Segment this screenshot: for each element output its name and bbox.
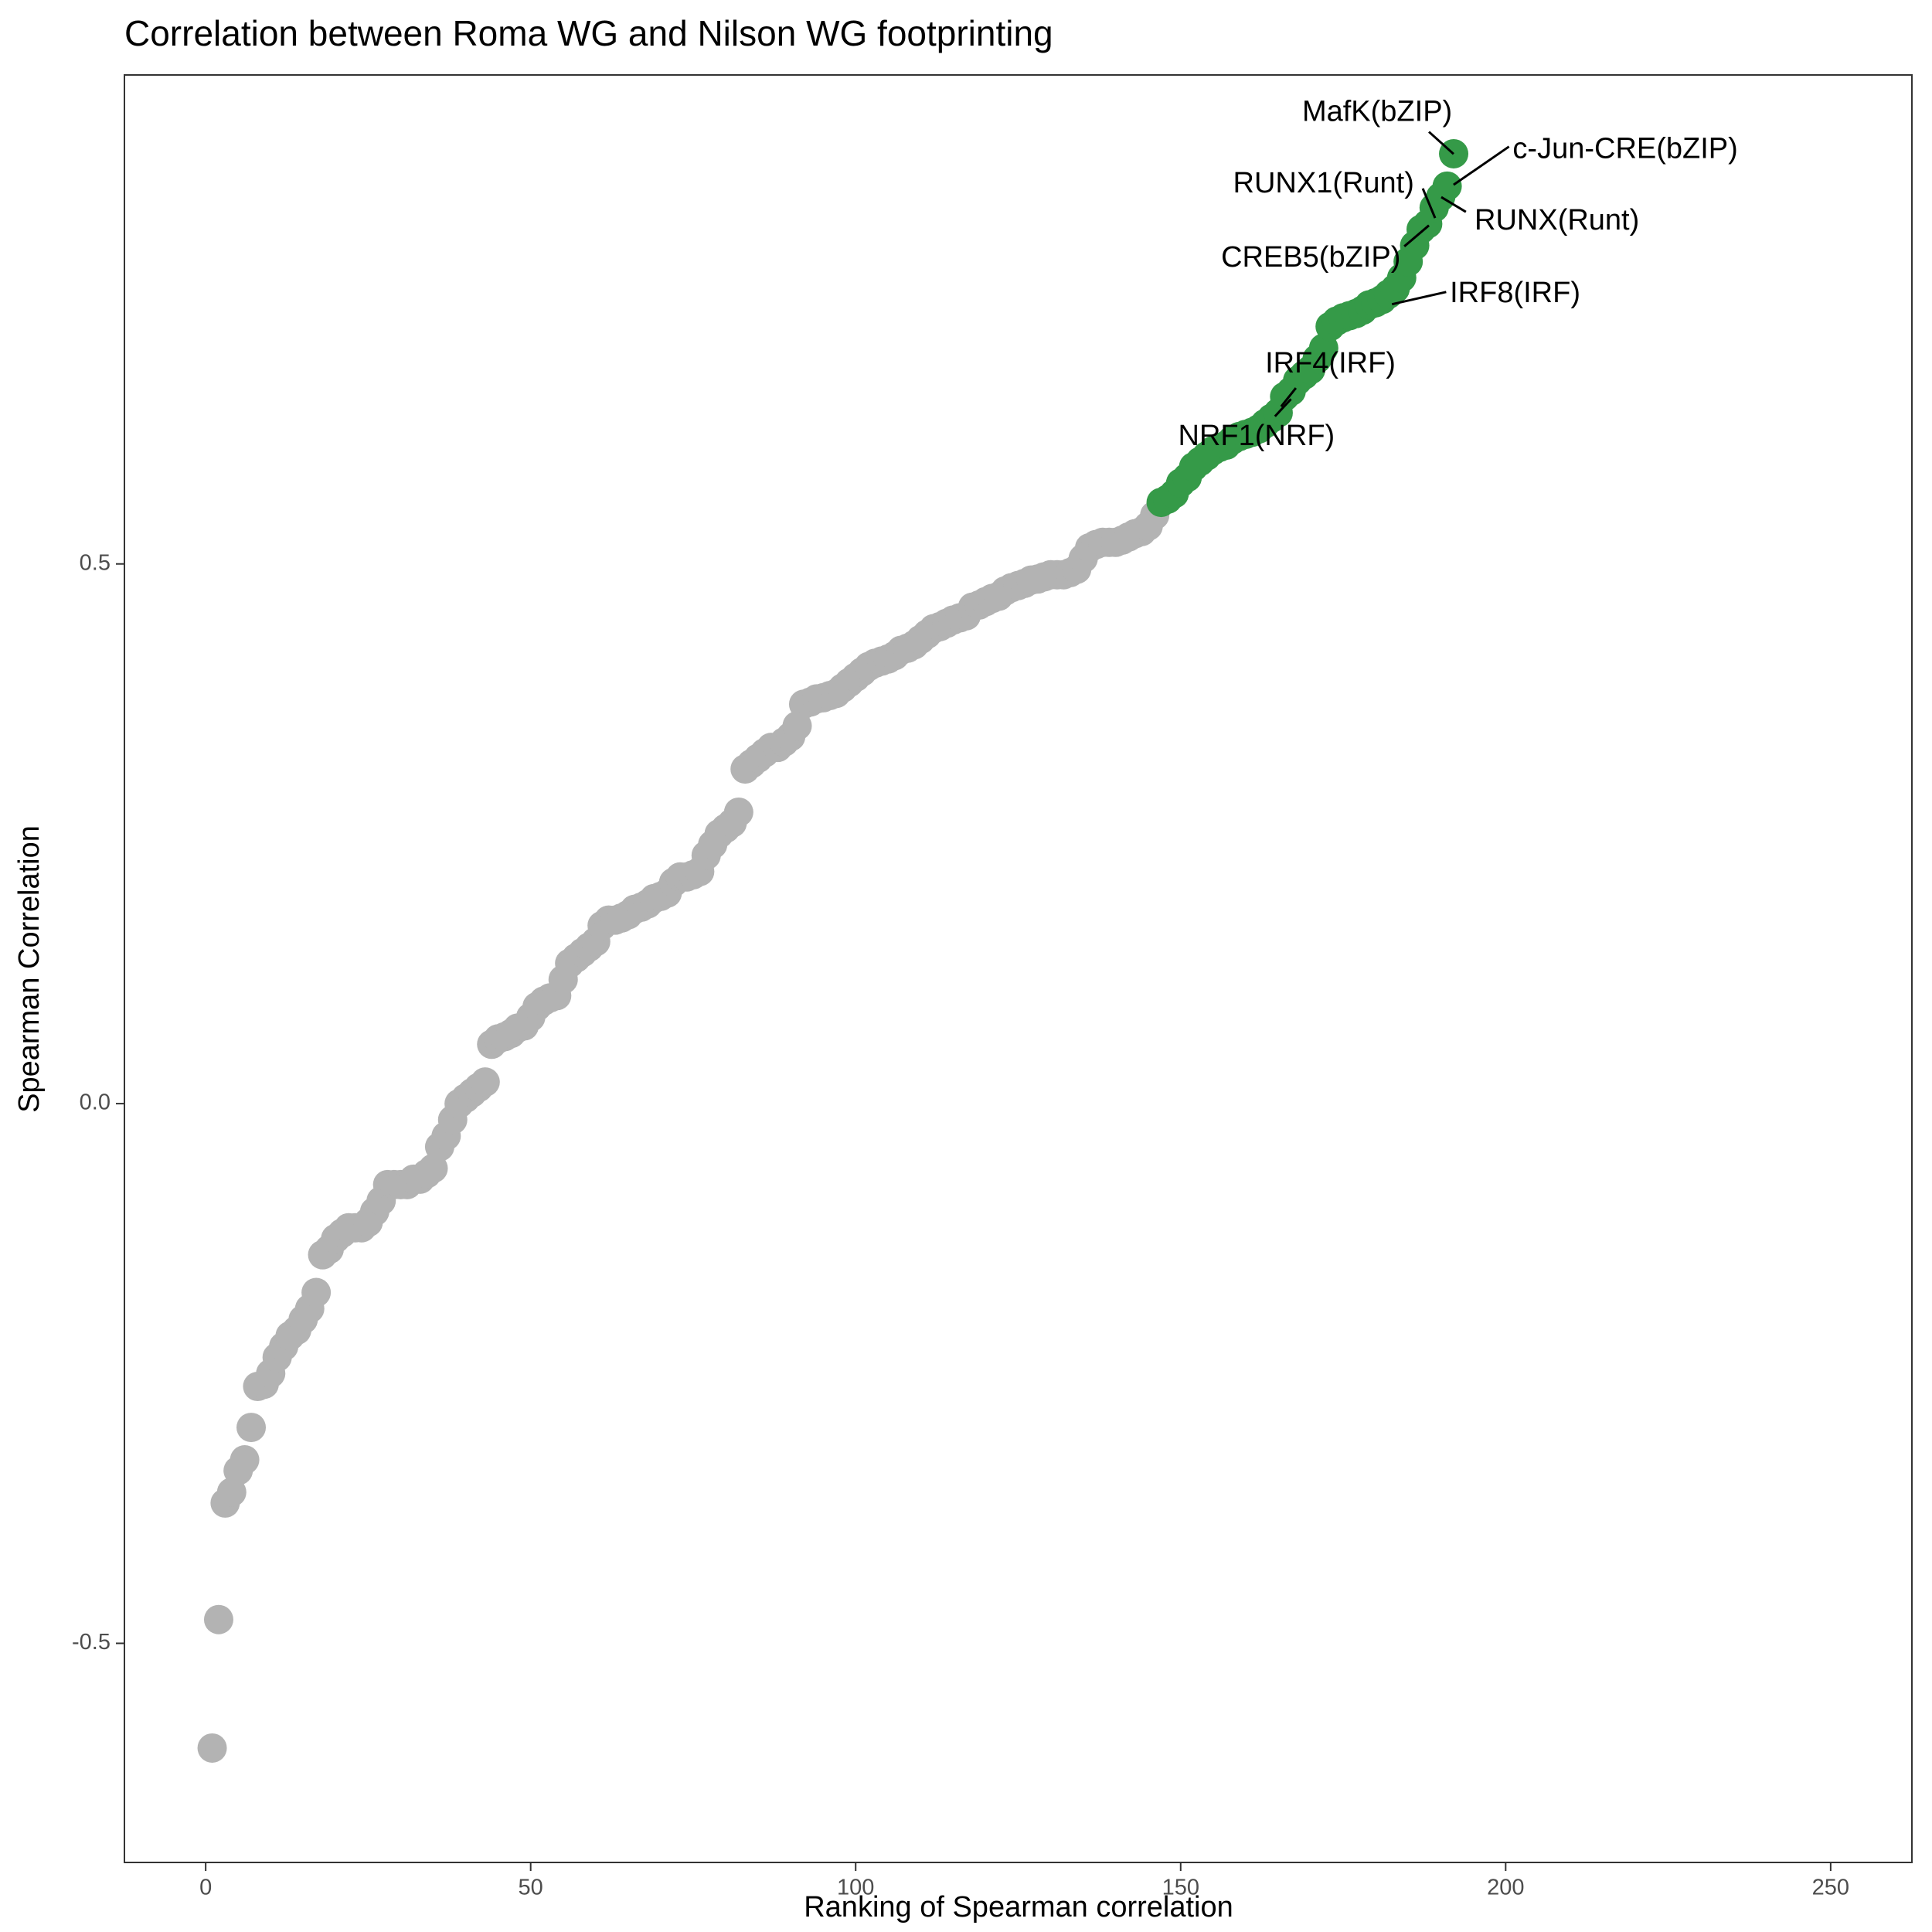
x-tick-label: 200 — [1487, 1876, 1524, 1900]
annotation: RUNX1(Runt) — [1233, 167, 1414, 199]
annotation-leader — [1274, 398, 1292, 417]
point — [203, 1604, 233, 1634]
point — [1432, 171, 1462, 201]
y-axis-title: Spearman Correlation — [13, 825, 46, 1113]
annotation: CREB5(bZIP) — [1221, 241, 1400, 274]
annotation-leader — [1428, 131, 1454, 155]
point — [236, 1413, 267, 1443]
x-tick-label: 100 — [837, 1876, 874, 1900]
x-tick-label: 50 — [519, 1876, 543, 1900]
x-tick-label: 250 — [1812, 1876, 1849, 1900]
y-tick-label: -0.5 — [72, 1630, 111, 1655]
panel-border — [124, 74, 1913, 1863]
annotation: c-Jun-CRE(bZIP) — [1512, 132, 1737, 165]
annotation-leader — [1403, 224, 1430, 247]
point — [470, 1067, 500, 1097]
annotation-leader — [1280, 387, 1298, 407]
annotation: NRF1(NRF) — [1179, 420, 1335, 452]
x-tick-label: 0 — [199, 1876, 212, 1900]
annotation: MafK(bZIP) — [1302, 96, 1452, 128]
y-tick-label: 0.0 — [80, 1090, 111, 1115]
x-axis-title: Ranking of Spearman correlation — [804, 1891, 1233, 1923]
annotation-leader — [1453, 145, 1510, 186]
annotation-leader — [1421, 188, 1437, 219]
x-tick-label: 150 — [1162, 1876, 1199, 1900]
plot-area: MafK(bZIP) c-Jun-CRE(bZIP) RUNX1(Runt) RUNX… — [197, 96, 1738, 1763]
point — [723, 797, 753, 827]
annotation: RUNX(Runt) — [1475, 204, 1639, 236]
y-tick-label: 0.5 — [80, 550, 111, 575]
chart-title: Correlation between Roma WG and Nilson W… — [124, 13, 1053, 53]
annotation-leader — [1391, 291, 1447, 306]
point — [197, 1733, 227, 1763]
annotation: IRF4(IRF) — [1265, 347, 1396, 379]
annotation-leader — [1440, 196, 1467, 213]
annotation: IRF8(IRF) — [1450, 277, 1580, 309]
point — [230, 1445, 260, 1475]
point — [301, 1277, 332, 1308]
